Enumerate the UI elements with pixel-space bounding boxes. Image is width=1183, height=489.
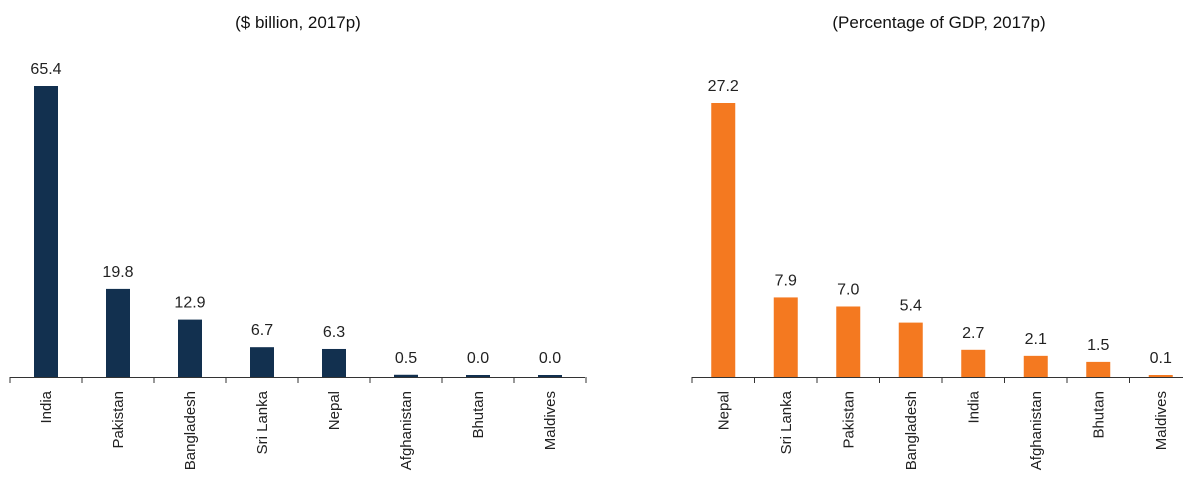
data-label: 19.8	[102, 264, 133, 281]
bar	[898, 322, 923, 377]
data-label: 0.5	[395, 350, 417, 367]
x-tick-label: Maldives	[1153, 391, 1170, 450]
data-label: 27.2	[708, 78, 739, 95]
data-label: 5.4	[900, 298, 922, 315]
x-tick-label: Bangladesh	[182, 391, 199, 470]
chart-title: ($ billion, 2017p)	[235, 13, 361, 32]
data-label: 0.1	[1150, 350, 1172, 367]
bar	[538, 375, 562, 377]
x-tick-label: Afghanistan	[398, 391, 415, 470]
bar	[178, 319, 202, 377]
data-label: 6.3	[323, 324, 345, 341]
bar	[466, 375, 490, 377]
bar	[106, 288, 130, 377]
x-tick-label: Maldives	[542, 391, 559, 450]
chart-title: (Percentage of GDP, 2017p)	[832, 13, 1045, 32]
data-label: 7.9	[775, 272, 797, 289]
bar	[1086, 361, 1111, 377]
bar	[34, 86, 58, 377]
data-label: 7.0	[837, 281, 859, 298]
x-tick-label: Afghanistan	[1028, 391, 1045, 470]
data-label: 65.4	[30, 61, 61, 78]
x-tick-label: Bhutan	[470, 391, 487, 439]
bar	[836, 306, 861, 377]
chart-percentage-of-gdp: (Percentage of GDP, 2017p) 27.2 Nepal 7.9 S…	[691, 13, 1183, 470]
data-label: 12.9	[174, 295, 205, 312]
bar	[250, 347, 274, 377]
data-label: 2.7	[962, 325, 984, 342]
x-tick-label: Nepal	[326, 391, 343, 430]
data-label: 6.7	[251, 322, 273, 339]
chart-dollar-billion: ($ billion, 2017p) 65.4 India 19.8 Pakistan…	[9, 13, 587, 470]
bar	[773, 297, 798, 377]
x-tick-label: Pakistan	[840, 391, 857, 449]
bar	[394, 374, 418, 377]
data-label: 0.0	[467, 350, 489, 367]
bar	[322, 348, 346, 377]
bar	[961, 349, 986, 377]
bar	[711, 103, 736, 377]
bar	[1148, 375, 1173, 377]
data-label: 1.5	[1087, 337, 1109, 354]
data-label: 2.1	[1025, 331, 1047, 348]
x-tick-label: Bhutan	[1090, 391, 1107, 439]
x-tick-label: India	[965, 390, 982, 423]
x-tick-label: Bangladesh	[903, 391, 920, 470]
data-label: 0.0	[539, 350, 561, 367]
x-tick-label: Sri Lanka	[254, 390, 271, 454]
x-tick-label: Sri Lanka	[778, 390, 795, 454]
bar	[1023, 355, 1048, 377]
x-tick-label: Nepal	[715, 391, 732, 430]
x-tick-label: Pakistan	[110, 391, 127, 449]
x-tick-label: India	[38, 390, 55, 423]
